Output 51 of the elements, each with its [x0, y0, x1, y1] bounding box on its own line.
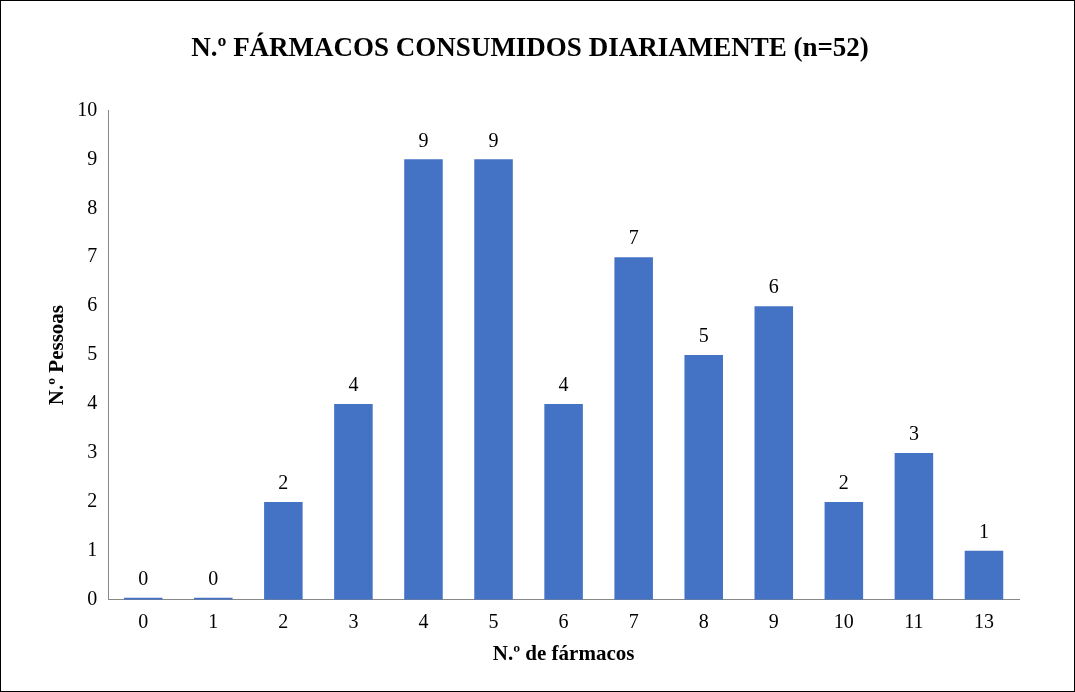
- x-tick-label: 9: [768, 610, 779, 633]
- x-tick-label: 7: [628, 610, 639, 633]
- y-tick-label: 3: [87, 440, 98, 463]
- data-label: 9: [418, 128, 429, 151]
- x-tick-label: 0: [138, 610, 149, 633]
- y-tick-label: 1: [87, 538, 98, 561]
- chart-title: N.º FÁRMACOS CONSUMIDOS DIARIAMENTE (n=52): [191, 32, 869, 63]
- x-tick-label: 13: [973, 610, 994, 633]
- x-tick-label: 1: [208, 610, 219, 633]
- x-tick-label: 10: [833, 610, 854, 633]
- x-tick-label: 8: [698, 610, 709, 633]
- y-tick-label: 0: [87, 587, 98, 610]
- data-label: 0: [208, 567, 219, 590]
- x-tick-label: 4: [418, 610, 429, 633]
- data-label: 1: [978, 520, 989, 543]
- y-tick-label: 8: [87, 195, 98, 218]
- bar: [964, 550, 1004, 600]
- y-tick-label: 7: [87, 244, 98, 267]
- y-tick-label: 10: [77, 97, 98, 120]
- data-label: 5: [698, 324, 709, 347]
- data-label: 4: [348, 373, 359, 396]
- data-label: 0: [138, 567, 149, 590]
- y-tick-label: 4: [87, 391, 98, 414]
- bar: [404, 159, 443, 600]
- x-tick-label: 2: [278, 610, 289, 633]
- data-label: 3: [908, 422, 919, 445]
- y-axis-title: N.º Pessoas: [44, 304, 69, 406]
- bar: [264, 501, 303, 600]
- x-tick-label: 5: [488, 610, 499, 633]
- x-axis-title: N.º de fármacos: [492, 640, 635, 665]
- x-tick-label: 6: [558, 610, 569, 633]
- bar: [894, 452, 934, 600]
- bar: [684, 355, 723, 600]
- y-tick-label: 6: [87, 293, 98, 316]
- bar: [824, 501, 864, 600]
- data-label: 2: [838, 471, 849, 494]
- y-tick-label: 2: [87, 489, 98, 512]
- data-label: 6: [768, 275, 779, 298]
- bar: [754, 306, 794, 600]
- bar: [544, 404, 583, 600]
- bar: [614, 257, 653, 600]
- data-label: 7: [628, 226, 639, 249]
- data-label: 2: [278, 471, 289, 494]
- y-tick-label: 5: [87, 342, 98, 365]
- y-tick-label: 9: [87, 146, 98, 169]
- bar: [334, 404, 373, 600]
- data-label: 9: [488, 128, 499, 151]
- data-label: 4: [558, 373, 569, 396]
- bar: [474, 159, 513, 600]
- x-tick-label: 11: [904, 610, 924, 633]
- x-tick-label: 3: [348, 610, 359, 633]
